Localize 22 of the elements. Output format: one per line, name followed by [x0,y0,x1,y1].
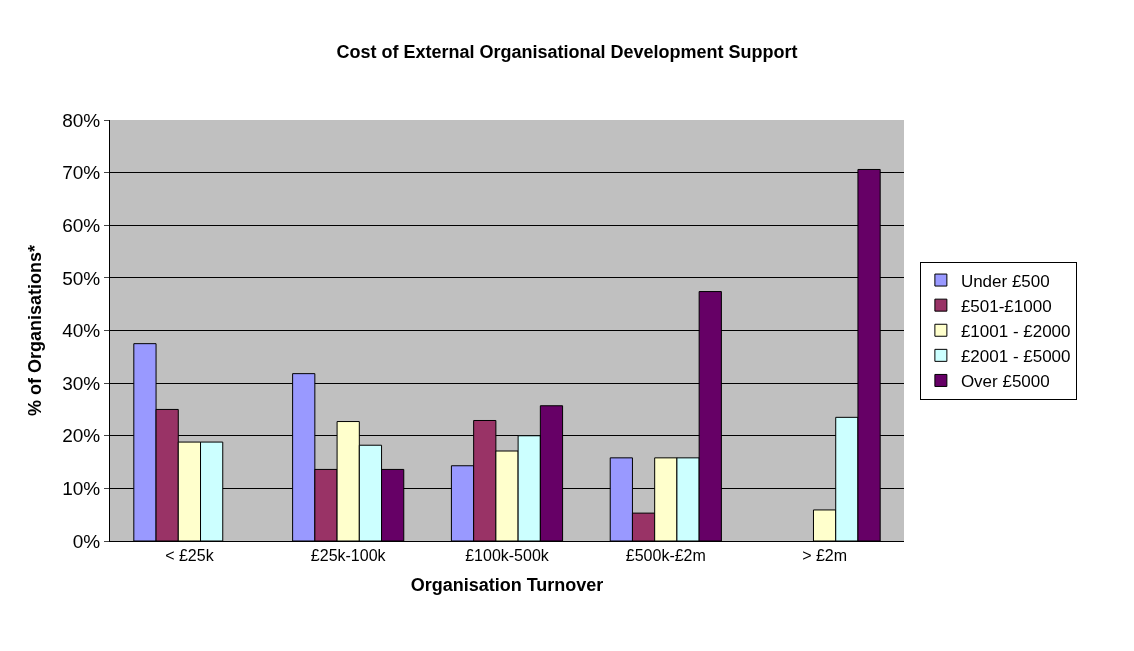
chart-title: Cost of External Organisational Development Support [336,42,798,63]
legend-label: Under £500 [960,271,1050,291]
legend-label: £1001 - £2000 [960,321,1071,341]
y-tick-label: 40% [62,320,101,342]
y-axis-title: % of Organisations* [25,244,46,417]
x-tick-label: > £2m [802,547,848,565]
y-tick-label: 30% [62,372,101,394]
x-tick-label: £100k-500k [465,547,550,565]
y-tick-label: 0% [72,530,101,552]
legend-label: £501-£1000 [960,296,1052,316]
y-tick-label: 20% [62,425,101,447]
y-tick-label: 60% [62,214,101,236]
y-tick-label: 70% [62,162,101,184]
y-tick-label: 50% [62,267,101,289]
x-tick-label: £500k-£2m [625,547,706,565]
legend-label: £2001 - £5000 [960,346,1071,366]
x-axis-title: Organisation Turnover [410,575,604,596]
y-tick-label: 10% [62,478,101,500]
y-tick-label: 80% [62,109,101,131]
legend-label: Over £5000 [960,372,1050,392]
x-tick-label: £25k-100k [310,547,387,565]
x-tick-label: < £25k [165,547,215,565]
